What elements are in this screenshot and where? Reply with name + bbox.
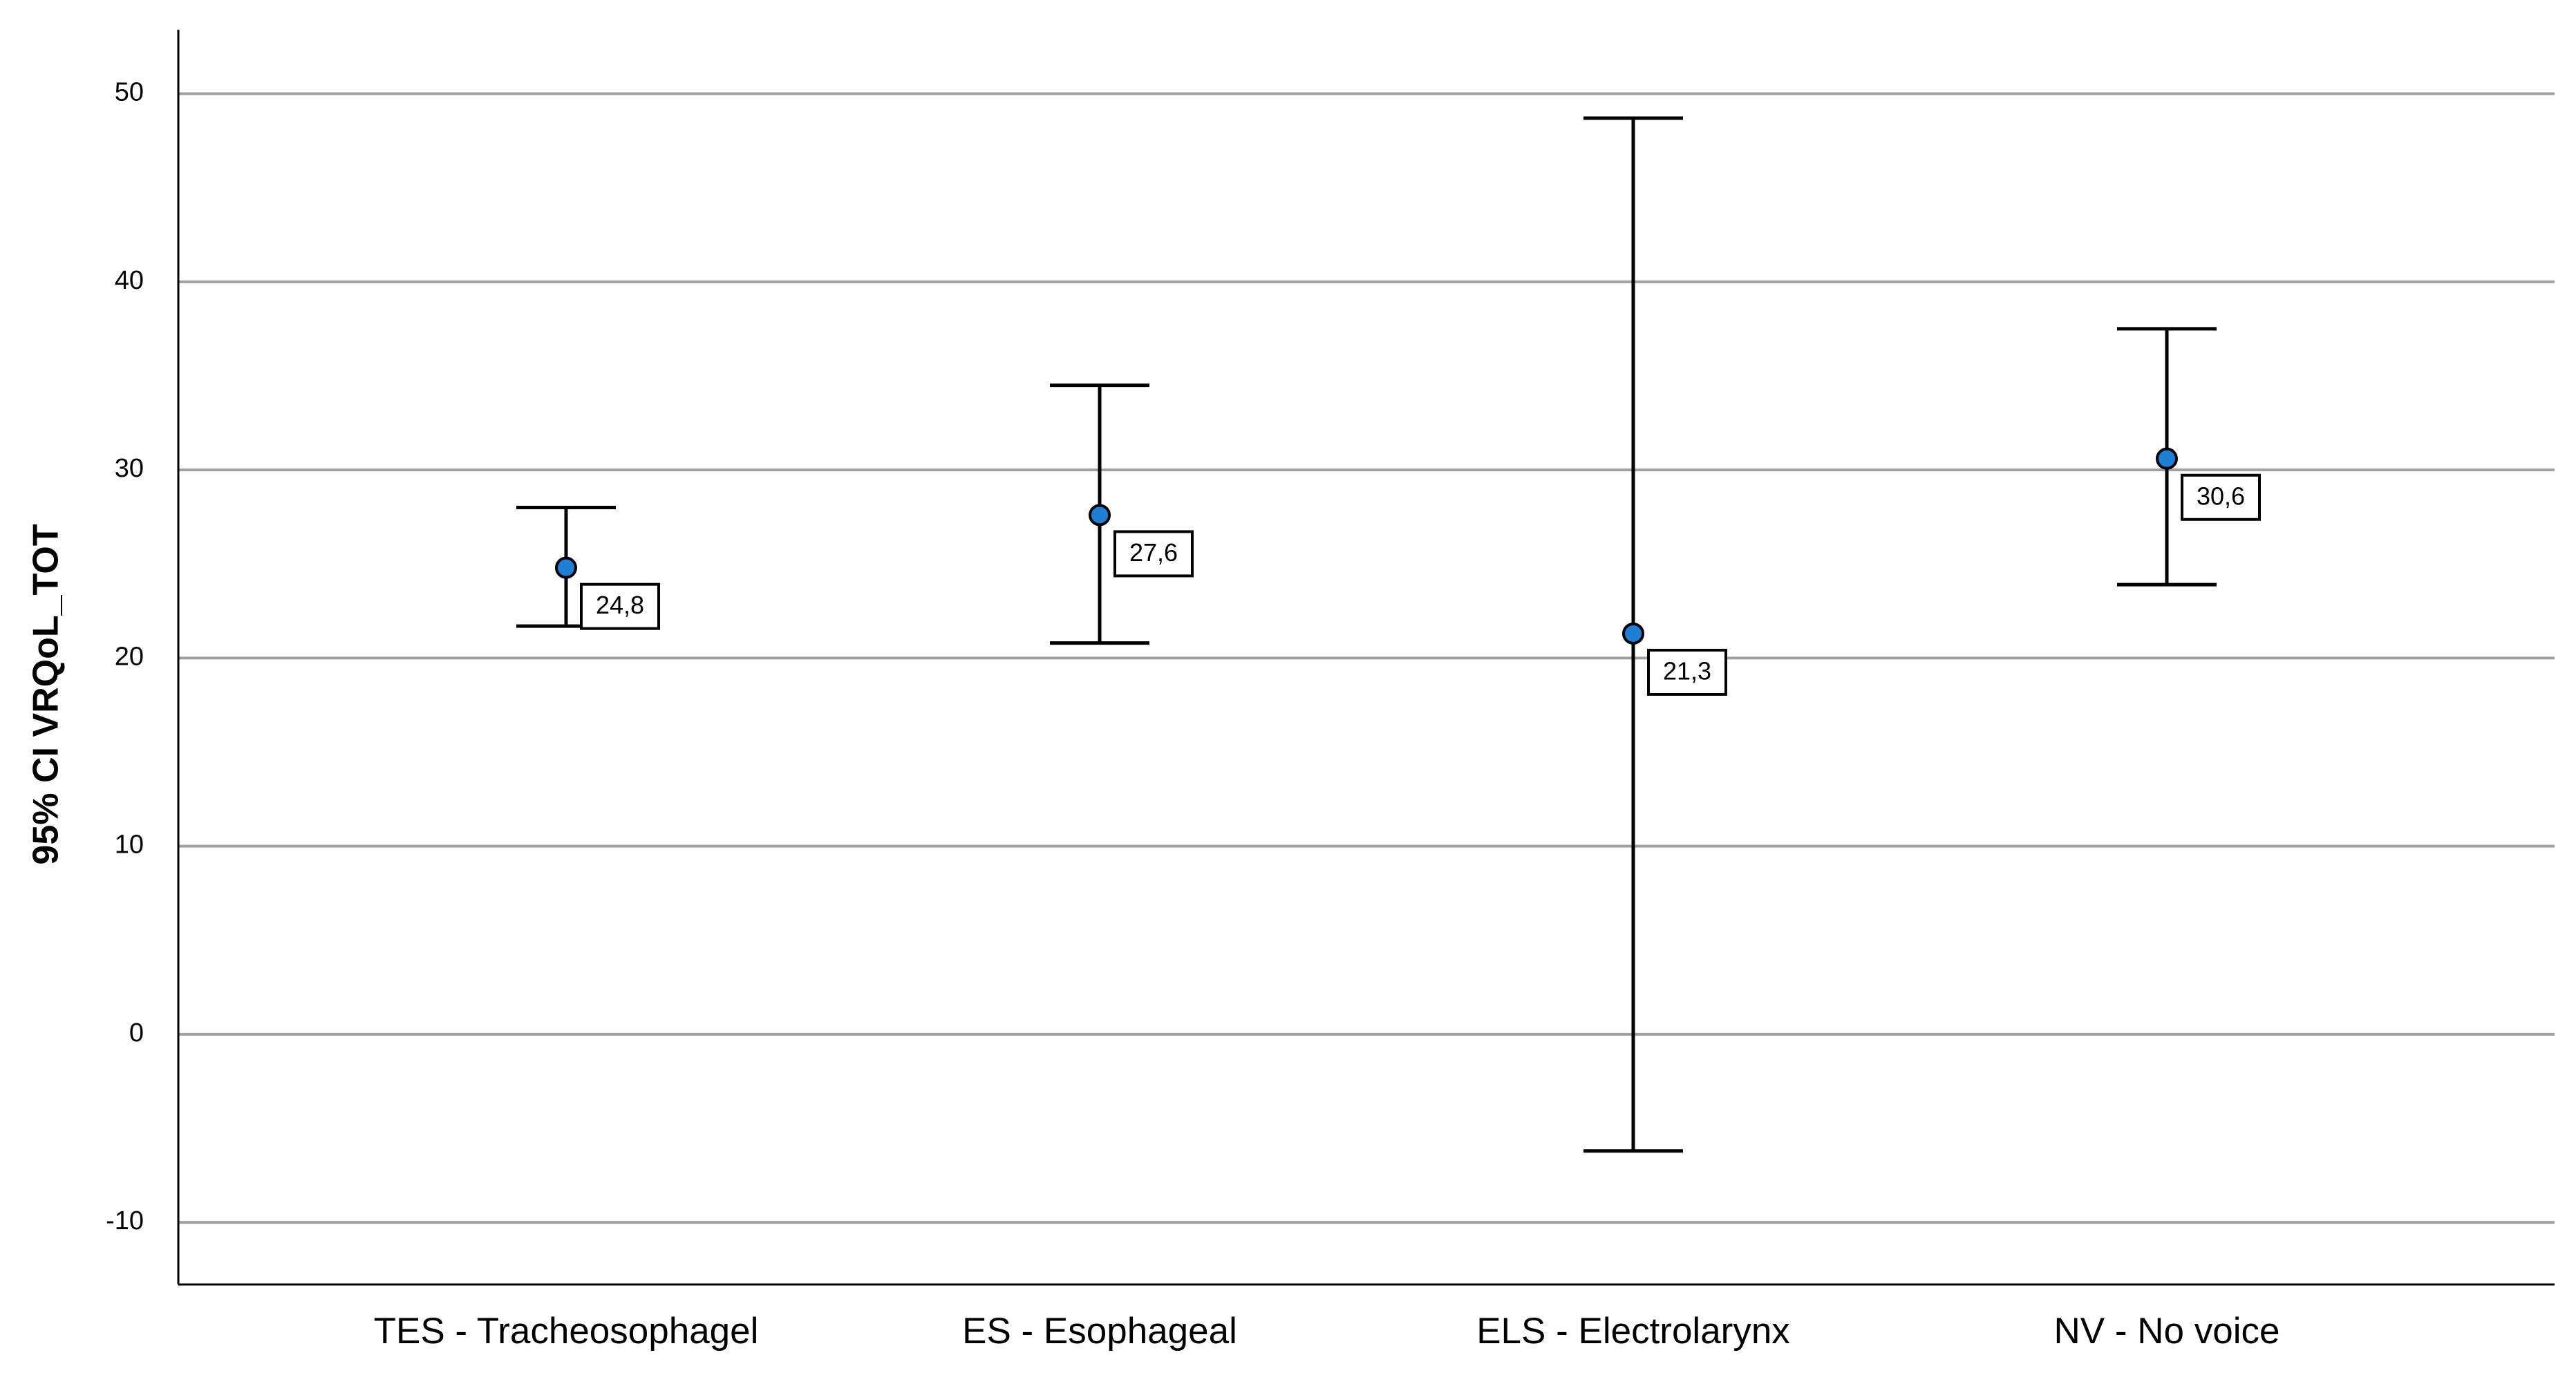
x-tick-label: TES - Tracheosophagel xyxy=(374,1311,759,1352)
value-label-box xyxy=(580,582,660,630)
value-label-box xyxy=(1647,648,1727,696)
mean-point xyxy=(2156,447,2178,470)
y-tick-label: 50 xyxy=(115,78,144,107)
x-tick-label: NV - No voice xyxy=(2054,1311,2280,1352)
y-tick-label: 10 xyxy=(115,831,144,860)
x-tick-label: ELS - Electrolarynx xyxy=(1476,1311,1790,1352)
value-label: 30,6 xyxy=(2197,482,2245,510)
y-tick-label: 30 xyxy=(115,454,144,483)
mean-point xyxy=(555,556,577,579)
x-tick-label: ES - Esophageal xyxy=(962,1311,1237,1352)
value-label: 21,3 xyxy=(1663,656,1711,685)
value-label-box xyxy=(1113,530,1194,578)
y-tick-label: -10 xyxy=(106,1206,144,1235)
value-label: 24,8 xyxy=(596,591,644,619)
mean-point xyxy=(1089,504,1111,527)
mean-point xyxy=(1622,622,1644,645)
y-axis-title: 95% CI VRQoL_TOT xyxy=(26,524,66,864)
y-tick-label: 0 xyxy=(129,1018,144,1047)
value-label: 27,6 xyxy=(1129,538,1178,567)
y-tick-label: 40 xyxy=(115,266,144,295)
y-tick-label: 20 xyxy=(115,642,144,671)
value-label-box xyxy=(2181,473,2261,521)
